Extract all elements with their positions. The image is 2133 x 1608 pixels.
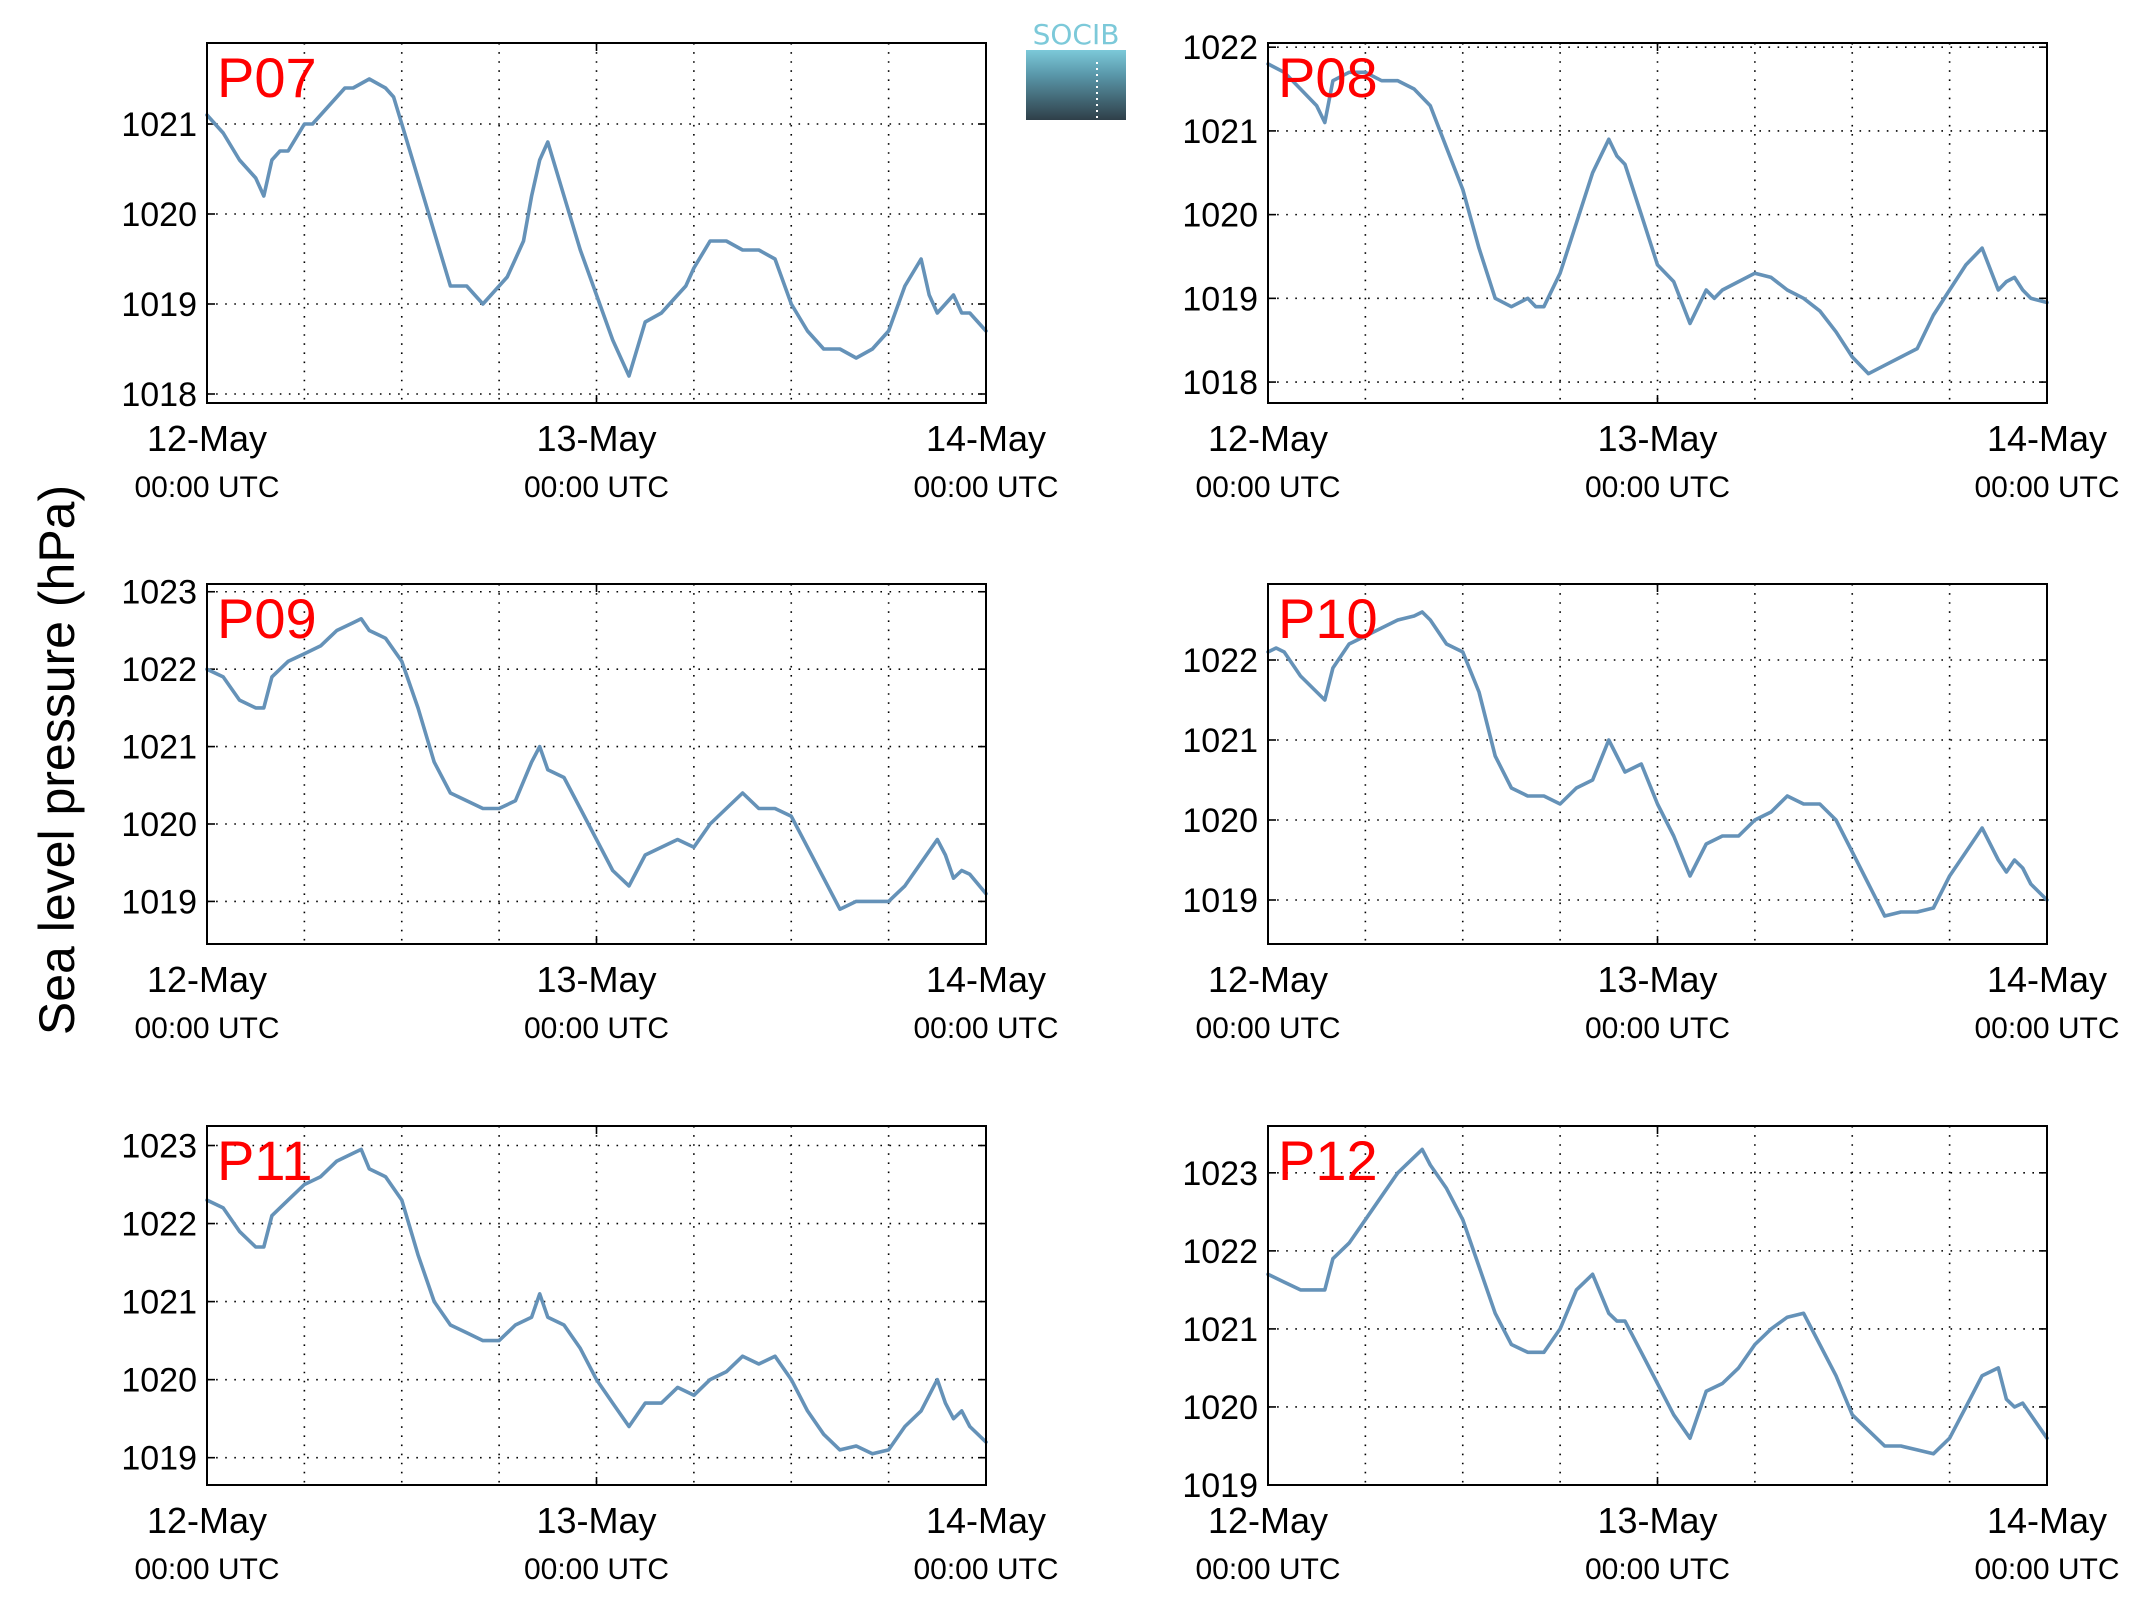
x-tick-label-time: 00:00 UTC xyxy=(134,1012,279,1045)
y-tick-label: 1020 xyxy=(121,196,197,234)
x-tick-label-time: 00:00 UTC xyxy=(913,471,1058,504)
y-tick-label: 1021 xyxy=(1182,113,1258,151)
x-tick-label-time: 00:00 UTC xyxy=(1195,1012,1340,1045)
x-tick-label-day: 12-May xyxy=(147,959,267,1000)
panel-label: P09 xyxy=(217,587,317,650)
x-tick-label-time: 00:00 UTC xyxy=(913,1012,1058,1045)
x-tick-label-day: 13-May xyxy=(536,418,656,459)
chart-panel-p10: 1019 1020 1021 1022 12-May 00:00 UTC 13-May 00:… xyxy=(1182,583,2120,1045)
x-tick-label-day: 12-May xyxy=(1208,1500,1328,1541)
chart-panel-p11: 1019 1020 1021 1022 1023 12-May 00:00 UTC 13-Ma… xyxy=(121,1125,1059,1586)
logo-block xyxy=(1026,50,1126,120)
panel-label: P11 xyxy=(217,1129,312,1192)
y-tick-label: 1019 xyxy=(1182,280,1258,318)
x-tick-label-time: 00:00 UTC xyxy=(524,1553,669,1586)
y-axis-label: Sea level pressure (hPa) xyxy=(29,485,85,1035)
y-tick-label: 1022 xyxy=(121,651,197,689)
y-tick-label: 1022 xyxy=(121,1206,197,1244)
x-tick-label-time: 00:00 UTC xyxy=(1195,471,1340,504)
axes-frame xyxy=(206,42,987,404)
x-tick-label-day: 12-May xyxy=(147,418,267,459)
chart-panel-p12: 1019 1020 1021 1022 1023 12-May 00:00 UTC 13-Ma… xyxy=(1182,1125,2120,1586)
y-tick-label: 1020 xyxy=(121,1362,197,1400)
x-tick-label-time: 00:00 UTC xyxy=(524,1012,669,1045)
y-tick-label: 1020 xyxy=(1182,197,1258,235)
y-tick-label: 1019 xyxy=(121,286,197,324)
x-tick-label-time: 00:00 UTC xyxy=(524,471,669,504)
x-tick-label-day: 14-May xyxy=(1987,959,2107,1000)
panel-label: P08 xyxy=(1278,46,1378,109)
x-tick-label-day: 14-May xyxy=(926,959,1046,1000)
y-tick-label: 1021 xyxy=(121,1284,197,1322)
x-tick-label-time: 00:00 UTC xyxy=(1585,471,1730,504)
x-tick-label-day: 12-May xyxy=(147,1500,267,1541)
y-tick-label: 1023 xyxy=(121,1128,197,1166)
y-tick-label: 1021 xyxy=(1182,722,1258,760)
x-tick-label-time: 00:00 UTC xyxy=(134,1553,279,1586)
x-tick-label-time: 00:00 UTC xyxy=(134,471,279,504)
x-tick-label-day: 14-May xyxy=(1987,418,2107,459)
y-tick-label: 1021 xyxy=(1182,1311,1258,1349)
y-tick-label: 1023 xyxy=(121,574,197,612)
y-tick-label: 1022 xyxy=(1182,29,1258,67)
y-tick-label: 1020 xyxy=(121,806,197,844)
x-tick-label-time: 00:00 UTC xyxy=(913,1553,1058,1586)
y-tick-label: 1022 xyxy=(1182,642,1258,680)
x-tick-label-time: 00:00 UTC xyxy=(1195,1553,1340,1586)
axes-frame xyxy=(1267,42,2048,404)
x-tick-label-day: 13-May xyxy=(1597,418,1717,459)
x-tick-label-time: 00:00 UTC xyxy=(1974,1553,2119,1586)
y-tick-label: 1022 xyxy=(1182,1233,1258,1271)
y-tick-label: 1020 xyxy=(1182,802,1258,840)
y-tick-label: 1019 xyxy=(1182,1467,1258,1505)
x-tick-label-day: 13-May xyxy=(536,959,656,1000)
chart-panel-p08: 1018 1019 1020 1021 1022 12-May 00:00 UTC 13-Ma… xyxy=(1182,29,2119,504)
x-tick-label-day: 13-May xyxy=(1597,1500,1717,1541)
y-tick-label: 1019 xyxy=(121,883,197,921)
panel-label: P12 xyxy=(1278,1129,1378,1192)
chart-panel-p09: 1019 1020 1021 1022 1023 12-May 00:00 UTC 13-Ma… xyxy=(121,574,1058,1045)
y-tick-label: 1018 xyxy=(121,376,197,414)
y-tick-label: 1018 xyxy=(1182,364,1258,402)
series-line xyxy=(205,616,988,912)
logo-text: SOCIB xyxy=(1033,18,1120,51)
x-tick-label-day: 14-May xyxy=(926,1500,1046,1541)
x-tick-label-day: 13-May xyxy=(536,1500,656,1541)
series-line xyxy=(205,77,988,378)
x-tick-label-day: 13-May xyxy=(1597,959,1717,1000)
y-tick-label: 1023 xyxy=(1182,1155,1258,1193)
series-line xyxy=(205,1147,988,1456)
panel-label: P07 xyxy=(217,46,317,109)
x-tick-label-time: 00:00 UTC xyxy=(1585,1012,1730,1045)
x-tick-label-time: 00:00 UTC xyxy=(1974,1012,2119,1045)
series-line xyxy=(1266,62,2049,376)
panel-label: P10 xyxy=(1278,587,1378,650)
y-tick-label: 1020 xyxy=(1182,1389,1258,1427)
axes-frame xyxy=(1267,583,2048,945)
axes-frame xyxy=(1267,1125,2048,1486)
axes-frame xyxy=(206,1125,987,1486)
x-tick-label-day: 12-May xyxy=(1208,959,1328,1000)
x-tick-label-time: 00:00 UTC xyxy=(1585,1553,1730,1586)
series-line xyxy=(1266,1147,2049,1456)
chart-panel-p07: 1018 1019 1020 1021 12-May 00:00 UTC 13-May 00:… xyxy=(121,42,1059,504)
x-tick-label-time: 00:00 UTC xyxy=(1974,471,2119,504)
axes-frame xyxy=(206,583,987,945)
y-tick-label: 1019 xyxy=(121,1440,197,1478)
series-line xyxy=(1266,610,2049,918)
x-tick-label-day: 14-May xyxy=(1987,1500,2107,1541)
y-tick-label: 1021 xyxy=(121,106,197,144)
y-tick-label: 1019 xyxy=(1182,882,1258,920)
socib-logo: SOCIB xyxy=(1026,18,1126,120)
panels: 1018 1019 1020 1021 12-May 00:00 UTC 13-May 00:… xyxy=(121,29,2119,1586)
x-tick-label-day: 12-May xyxy=(1208,418,1328,459)
y-tick-label: 1021 xyxy=(121,729,197,767)
x-tick-label-day: 14-May xyxy=(926,418,1046,459)
